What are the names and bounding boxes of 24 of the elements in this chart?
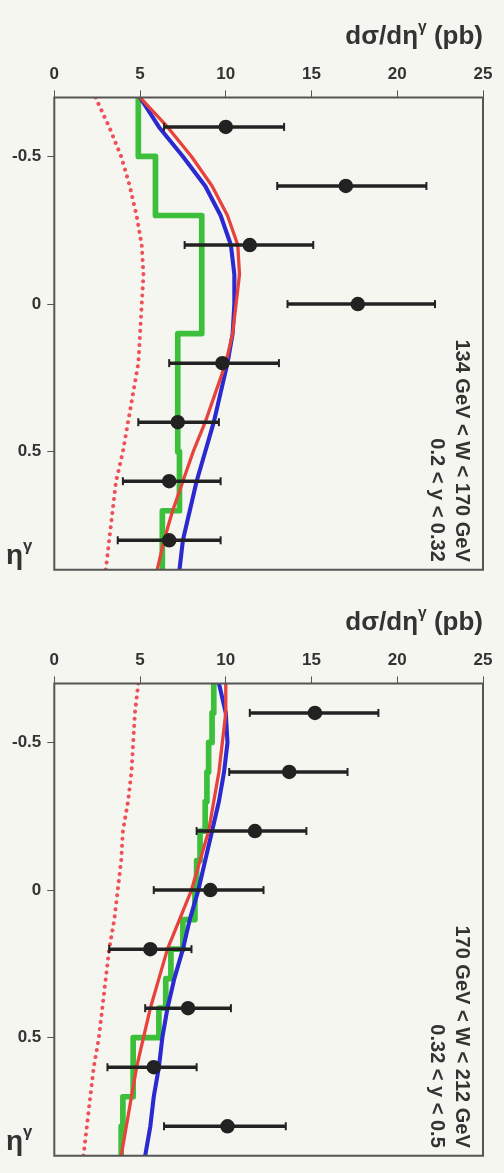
x-tick-label: 20 <box>387 649 407 669</box>
x-tick-label: 15 <box>302 649 321 669</box>
annotation: 0.2 < y < 0.32 <box>427 438 449 562</box>
annotation: 134 GeV < W < 170 GeV <box>452 339 474 563</box>
x-tick-label: 0 <box>49 63 60 83</box>
x-tick-label: 10 <box>216 649 236 669</box>
x-tick-label: 5 <box>135 649 145 669</box>
y-tick-label: 0 <box>31 293 42 313</box>
y-tick-label: -0.5 <box>12 732 42 752</box>
x-tick-label: 10 <box>216 63 236 83</box>
x-tick-label: 5 <box>135 63 145 83</box>
x-tick-label: 25 <box>473 63 493 83</box>
x-tick-label: 20 <box>387 63 407 83</box>
y-tick-label: 0.5 <box>17 441 42 461</box>
y-tick-label: -0.5 <box>12 146 42 166</box>
x-tick-label: 25 <box>473 649 493 669</box>
x-tick-label: 0 <box>49 649 60 669</box>
annotation: 0.32 < y < 0.5 <box>427 1024 449 1148</box>
line-series <box>81 683 141 1156</box>
y-tick-label: 0 <box>31 879 42 899</box>
x-tick-label: 15 <box>302 63 321 83</box>
y-tick-label: 0.5 <box>17 1027 42 1047</box>
annotation: 170 GeV < W < 212 GeV <box>452 925 474 1149</box>
line-series <box>93 97 146 570</box>
